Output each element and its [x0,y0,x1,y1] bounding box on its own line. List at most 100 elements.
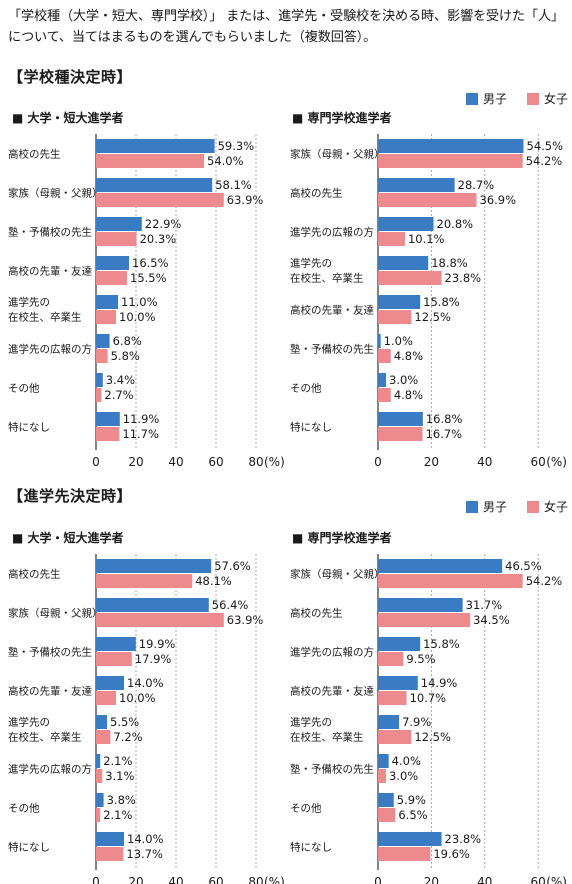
category-label: 塾・予備校の先生 [290,763,374,776]
section-title-school-type: 【学校種決定時】 [8,68,133,86]
data-label: 63.9% [227,193,264,207]
bar-female [96,232,137,246]
data-label: 5.8% [111,349,140,363]
x-unit-label: (%) [264,455,285,469]
category-label: 進学先の [290,257,332,270]
data-label: 28.7% [458,178,495,192]
data-label: 15.8% [423,637,460,651]
category-label: その他 [290,802,322,815]
bar-female [96,427,120,441]
bar-female [378,574,523,588]
bar-female [378,730,412,744]
bar-male [378,373,387,387]
legend-male-label: 男子 [483,500,508,514]
bar-female [96,574,193,588]
category-label: 在校生、卒業生 [8,311,82,324]
bar-female [378,154,523,168]
data-label: 3.8% [107,793,136,807]
data-label: 14.0% [127,832,164,846]
legend-male-swatch [466,92,478,105]
category-label: 高校の先輩・友達 [290,685,374,698]
bar-female [96,193,224,207]
data-label: 5.9% [397,793,426,807]
data-label: 20.3% [140,232,177,246]
x-tick-label: 60 [531,455,546,469]
data-label: 1.0% [384,334,413,348]
bar-female [378,271,442,285]
bar-female [96,730,111,744]
bar-male [96,295,118,309]
bar-female [96,691,116,705]
category-label: 塾・予備校の先生 [290,343,374,356]
x-tick-label: 60 [208,455,223,469]
category-label: 進学先の広報の方 [290,646,374,659]
category-label: 家族（母親・父親） [8,607,103,620]
x-tick-label: 80 [248,875,263,884]
data-label: 3.4% [106,373,135,387]
data-label: 14.9% [421,676,458,690]
bar-male [378,832,442,846]
data-label: 13.7% [126,847,163,861]
bar-male [378,754,389,768]
data-label: 6.8% [113,334,142,348]
category-label: 特になし [290,842,332,854]
legend-female-swatch [527,500,540,513]
bar-male [378,715,400,729]
bar-male [96,715,107,729]
category-label: 高校の先生 [8,148,61,161]
bar-male [378,637,421,651]
data-label: 31.7% [466,598,503,612]
x-tick-label: 0 [374,875,382,884]
category-label: 進学先の広報の方 [290,226,374,239]
x-unit-label: (%) [546,455,567,469]
bar-female [96,652,132,666]
bar-female [96,808,101,822]
data-label: 3.0% [389,373,418,387]
legend-top: 男子 女子 [466,90,568,107]
category-label: 特になし [8,422,50,434]
bar-male [96,139,215,153]
data-label: 10.1% [408,232,445,246]
data-label: 54.2% [526,154,563,168]
category-label: 塾・予備校の先生 [8,226,92,239]
bar-male [96,373,103,387]
data-label: 9.5% [406,652,435,666]
chart-title: ■ 専門学校進学者 [292,530,392,545]
bar-male [378,598,463,612]
chart-title: ■ 大学・短大進学者 [12,110,124,125]
bar-male [96,334,110,348]
bar-female [378,310,412,324]
category-label: 特になし [290,422,332,434]
bar-female [378,769,387,783]
category-label: 高校の先輩・友達 [8,685,92,698]
data-label: 7.9% [402,715,431,729]
bar-male [96,178,213,192]
data-label: 15.8% [423,295,460,309]
data-label: 16.7% [426,427,463,441]
bar-male [96,832,124,846]
bar-male [378,178,455,192]
x-tick-label: 40 [477,455,492,469]
bar-female [96,769,103,783]
category-label: 塾・予備校の先生 [8,646,92,659]
data-label: 18.8% [431,256,468,270]
x-tick-label: 20 [424,455,439,469]
bar-female [378,193,477,207]
category-label: 進学先の広報の方 [8,343,92,356]
data-label: 14.0% [127,676,164,690]
category-label: 進学先の [8,716,50,729]
legend-bottom: 男子 女子 [466,498,568,515]
bar-female [378,427,423,441]
bar-female [96,847,124,861]
data-label: 10.7% [410,691,447,705]
bar-male [378,295,421,309]
bar-female [378,613,471,627]
category-label: 家族（母親・父親） [290,568,385,581]
data-label: 4.0% [392,754,421,768]
x-tick-label: 40 [477,875,492,884]
category-label: 高校の先輩・友達 [290,304,374,317]
data-label: 11.7% [122,427,159,441]
bar-male [96,217,142,231]
legend-female-swatch [527,92,540,105]
data-label: 11.0% [121,295,158,309]
